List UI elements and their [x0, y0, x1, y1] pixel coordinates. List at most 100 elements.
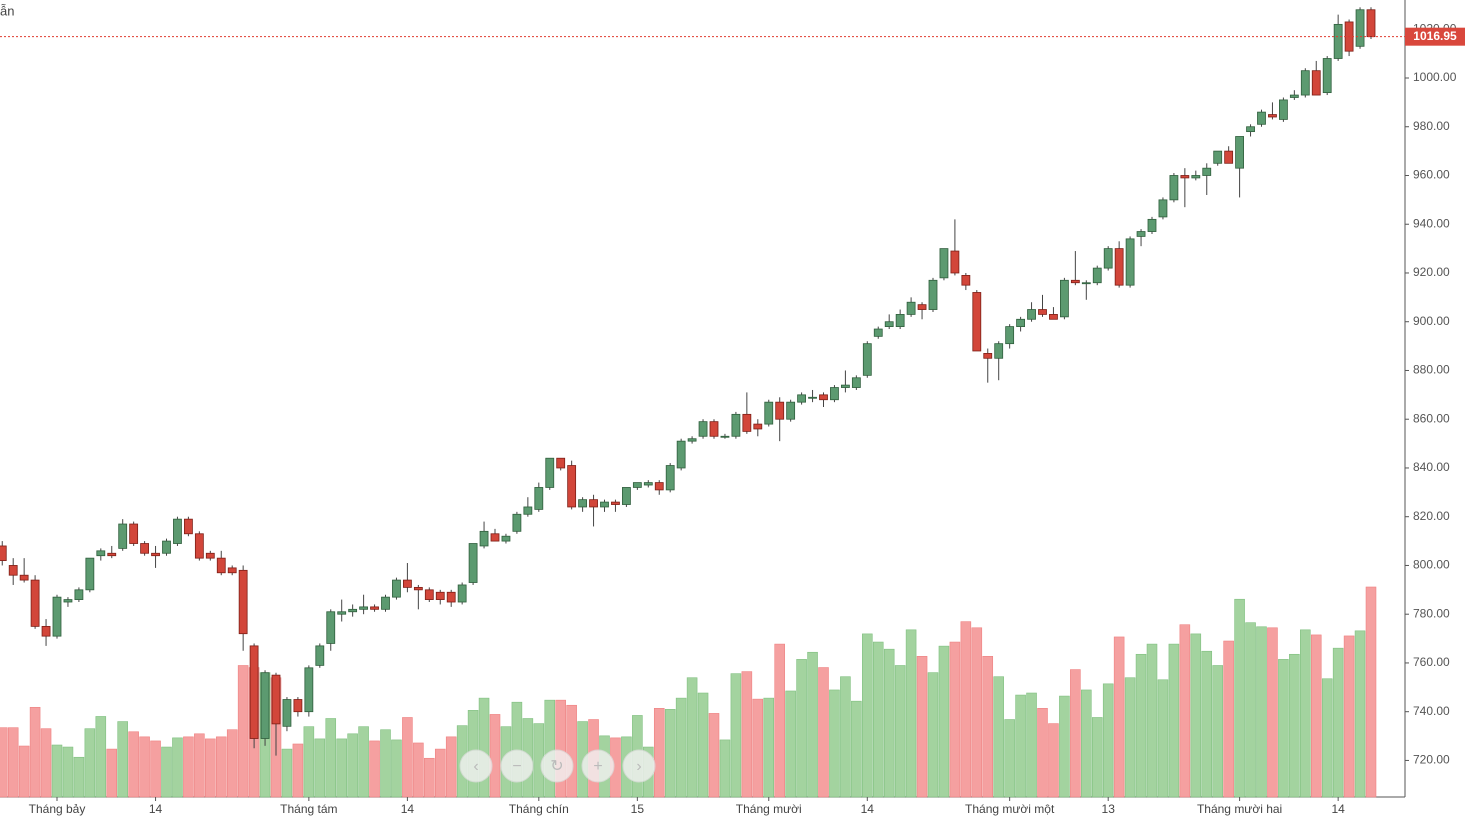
volume-bar — [1201, 650, 1213, 798]
candle-body — [567, 465, 577, 508]
svg-text:↻: ↻ — [550, 758, 563, 775]
candle-body — [1202, 167, 1212, 176]
candle-body — [183, 518, 193, 535]
candle-body — [490, 533, 500, 542]
volume-bar — [938, 645, 950, 798]
y-tick-label: 980.00 — [1413, 119, 1450, 133]
candle-body — [96, 550, 106, 557]
y-tick-label: 880.00 — [1413, 363, 1450, 377]
volume-bar — [818, 667, 829, 798]
volume-bar — [380, 729, 391, 798]
volume-bar — [150, 740, 161, 798]
candle-body — [545, 457, 555, 488]
scroll-left-button[interactable]: ‹ — [459, 749, 493, 783]
candle-body — [632, 482, 642, 488]
x-tick-label: 14 — [861, 802, 875, 816]
volume-bar — [1037, 708, 1048, 798]
volume-bar — [1300, 629, 1311, 798]
volume-bar — [73, 756, 85, 798]
volume-bar — [1343, 635, 1355, 798]
candle-body — [118, 523, 128, 549]
candle-body — [731, 413, 741, 437]
candle-body — [19, 574, 29, 581]
candle-body — [556, 457, 566, 469]
candle-body — [709, 421, 719, 437]
candle-body — [107, 552, 117, 557]
volume-bar — [697, 692, 709, 798]
volume-bar — [1048, 723, 1059, 798]
svg-text:›: › — [636, 758, 641, 775]
candle-body — [1147, 218, 1157, 232]
candle-body — [30, 579, 40, 627]
chart-title: ẫn — [0, 3, 14, 18]
volume-bar — [730, 673, 742, 798]
y-tick-label: 720.00 — [1413, 753, 1450, 767]
candle-body — [392, 579, 401, 598]
candle-body — [326, 611, 336, 644]
volume-bar — [763, 697, 775, 798]
candle-body — [381, 596, 390, 610]
x-tick-label: 13 — [1102, 802, 1116, 816]
candle-body — [687, 438, 697, 442]
y-tick-label: 820.00 — [1413, 509, 1450, 523]
volume-bar — [424, 757, 435, 798]
volume-bar — [1124, 677, 1136, 798]
volume-bar — [993, 676, 1004, 798]
volume-bar — [883, 648, 895, 798]
candle-body — [1366, 9, 1376, 38]
volume-bar — [205, 738, 216, 798]
reset-button[interactable]: ↻ — [540, 749, 574, 783]
volume-bar — [391, 739, 402, 798]
zoom-in-button[interactable]: + — [581, 749, 615, 783]
candle-body — [950, 250, 960, 274]
candle-body — [63, 599, 73, 603]
candle-body — [961, 275, 971, 286]
candle-body — [205, 552, 215, 559]
scroll-right-button[interactable]: › — [622, 749, 656, 783]
candle-body — [173, 518, 182, 544]
x-tick-label: 14 — [401, 802, 415, 816]
svg-text:+: + — [593, 758, 602, 775]
candle-body — [370, 606, 379, 610]
candle-body — [1322, 58, 1332, 94]
candle-body — [424, 589, 434, 600]
candle-body — [0, 545, 7, 561]
volume-bar — [1157, 679, 1169, 798]
candle-body — [1103, 248, 1113, 269]
volume-bar — [18, 745, 30, 798]
candle-body — [1279, 99, 1288, 120]
candle-body — [742, 413, 752, 432]
x-tick-label: Tháng tám — [280, 802, 337, 816]
volume-bar — [653, 708, 665, 798]
volume-bar — [194, 733, 205, 798]
candle-body — [862, 343, 872, 376]
candle-body — [1136, 231, 1146, 237]
candle-body — [457, 584, 467, 603]
candle-body — [589, 499, 598, 508]
volume-bar — [708, 713, 720, 798]
candle-body — [819, 394, 828, 401]
volume-bar — [1332, 647, 1344, 798]
volume-bar — [796, 659, 807, 798]
y-tick-label: 920.00 — [1413, 265, 1450, 279]
volume-bar — [445, 736, 457, 798]
volume-bar — [1026, 692, 1037, 798]
candle-body — [249, 645, 259, 739]
candle-body — [41, 625, 51, 637]
candle-body — [928, 279, 938, 310]
candle-body — [1158, 199, 1168, 218]
candle-body — [753, 423, 763, 430]
candle-body — [972, 292, 982, 352]
volume-bar — [862, 633, 873, 798]
volume-bar — [785, 690, 796, 798]
candle-body — [665, 465, 675, 491]
candle-body — [676, 440, 686, 469]
zoom-out-button[interactable]: − — [500, 749, 534, 783]
volume-bar — [402, 717, 413, 798]
volume-bar — [325, 718, 337, 798]
candle-body — [1300, 70, 1310, 96]
volume-bar — [7, 727, 19, 798]
volume-bar — [84, 728, 96, 798]
y-tick-label: 780.00 — [1413, 606, 1450, 620]
